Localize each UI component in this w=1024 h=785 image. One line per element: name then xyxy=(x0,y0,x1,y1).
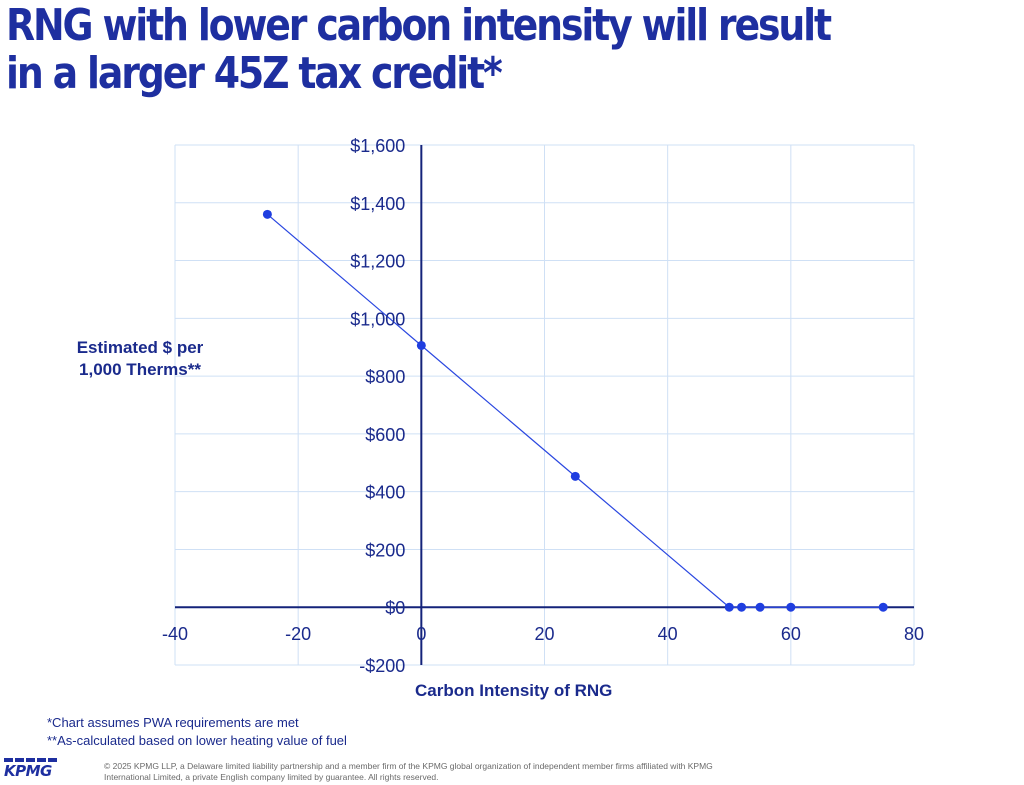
x-tick-label: 40 xyxy=(658,624,678,644)
y-tick-label: $400 xyxy=(365,483,405,503)
chart-points xyxy=(262,209,888,612)
chart-grid xyxy=(174,144,915,666)
data-point xyxy=(755,602,765,612)
x-axis-title: Carbon Intensity of RNG xyxy=(415,681,613,700)
x-tick-label: -40 xyxy=(162,624,188,644)
data-point xyxy=(724,602,734,612)
data-point xyxy=(570,471,580,481)
x-tick-label: 0 xyxy=(416,624,426,644)
y-tick-label: $0 xyxy=(385,598,405,618)
y-tick-label: $1,600 xyxy=(350,136,405,156)
chart-tick-labels: -40 -20 0 20 40 60 80 -$200 $0 $200 $400 $600 $800 $1… xyxy=(162,136,924,676)
data-point xyxy=(786,602,796,612)
y-axis-title: Estimated $ per 1,000 Therms** xyxy=(76,338,204,379)
x-tick-label: 80 xyxy=(904,624,924,644)
x-tick-label: 60 xyxy=(781,624,801,644)
footnote-1: *Chart assumes PWA requirements are met xyxy=(47,715,299,730)
y-tick-label: $1,200 xyxy=(350,252,405,272)
logo-bars xyxy=(4,758,58,762)
y-tick-label: -$200 xyxy=(359,656,405,676)
data-point xyxy=(737,602,747,612)
y-tick-label: $1,000 xyxy=(350,309,405,329)
page-title: RNG with lower carbon intensity will res… xyxy=(6,0,832,99)
x-tick-label: -20 xyxy=(285,624,311,644)
y-tick-label: $600 xyxy=(365,425,405,445)
data-point xyxy=(416,340,426,350)
copyright-text: © 2025 KPMG LLP, a Delaware limited liab… xyxy=(104,761,713,782)
chart-series-line xyxy=(266,213,884,608)
y-tick-label: $800 xyxy=(365,367,405,387)
footnote-2: **As-calculated based on lower heating v… xyxy=(47,733,347,748)
data-point xyxy=(262,209,272,219)
y-tick-label: $1,400 xyxy=(350,194,405,214)
series-line xyxy=(266,213,884,608)
kpmg-logo: KPMG xyxy=(4,762,52,780)
y-tick-label: $200 xyxy=(365,540,405,560)
x-tick-label: 20 xyxy=(534,624,554,644)
data-point xyxy=(878,602,888,612)
